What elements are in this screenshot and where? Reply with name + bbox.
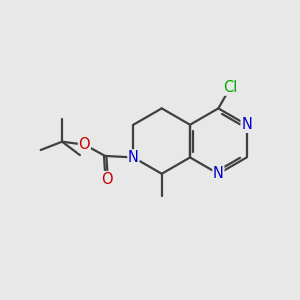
- Text: N: N: [128, 150, 139, 165]
- Text: N: N: [213, 166, 224, 181]
- Text: O: O: [79, 137, 90, 152]
- Text: O: O: [101, 172, 112, 187]
- Text: N: N: [241, 117, 252, 132]
- Text: Cl: Cl: [223, 80, 237, 95]
